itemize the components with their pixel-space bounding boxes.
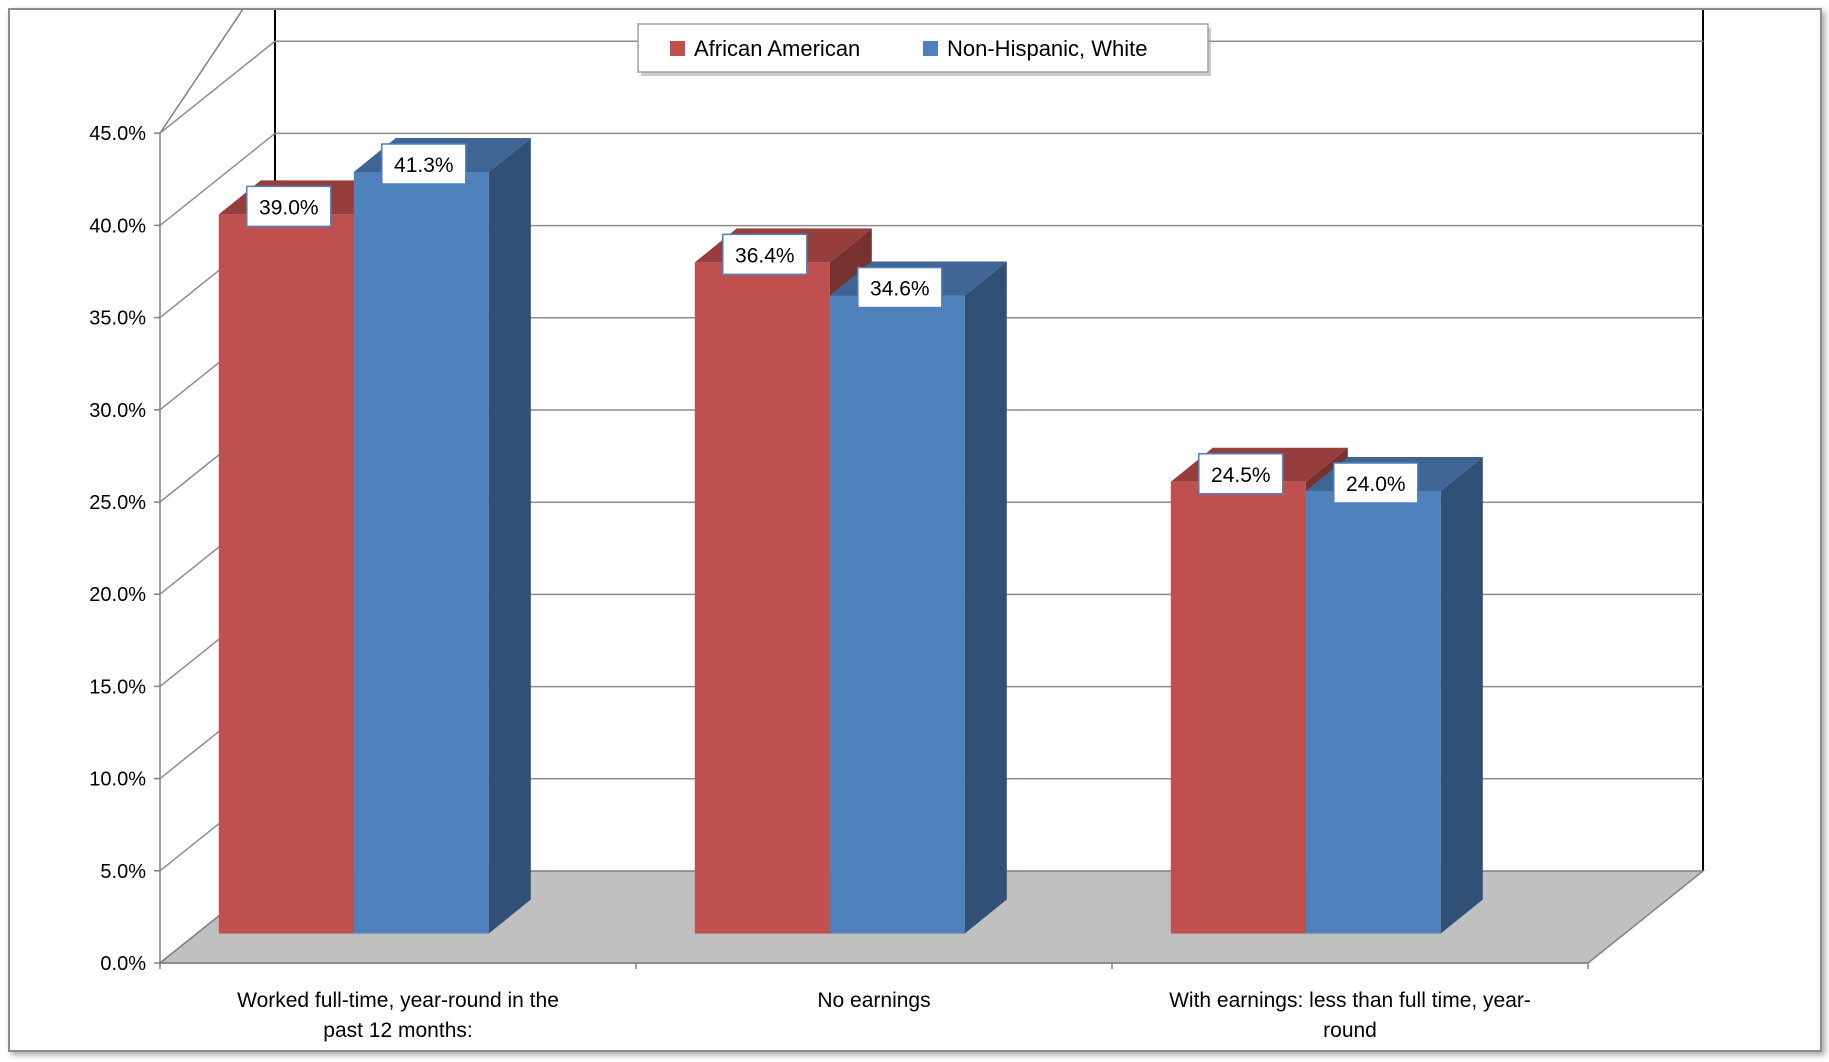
legend-item: African American (670, 36, 860, 61)
y-tick-label: 20.0% (89, 584, 146, 606)
x-category-label: round (1323, 1019, 1377, 1042)
x-category-label: past 12 months: (323, 1019, 472, 1042)
bar (829, 261, 1007, 934)
data-label-box (1198, 453, 1284, 495)
bar-front (829, 295, 965, 934)
x-category-label: Worked full-time, year-round in the (237, 989, 559, 1012)
legend-label: Non-Hispanic, White (947, 36, 1148, 61)
y-tick-label: 15.0% (89, 676, 146, 698)
chart-frame: 0.0% 5.0% 10.0% 15.0% 20.0% 25.0% 30.0% 35.0% 40… (8, 0, 1822, 1052)
data-label-box (857, 266, 943, 309)
data-label-box (1333, 462, 1419, 504)
legend-swatch (670, 41, 685, 56)
y-tick-label: 5.0% (100, 861, 146, 883)
data-labels: 39.0% 41.3% 36.4% 34.6% 24.5% 24.0% (246, 143, 1419, 504)
y-tick-label: 30.0% (89, 400, 146, 422)
data-label-text: 36.4% (735, 244, 795, 267)
y-tick-label: 0.0% (100, 953, 146, 975)
side-wall-top-edge (159, 0, 250, 134)
y-tick-label: 35.0% (89, 308, 146, 330)
bar-chart: 0.0% 5.0% 10.0% 15.0% 20.0% 25.0% 30.0% 35.0% 40… (89, 0, 1706, 1042)
data-label-box (722, 233, 808, 276)
x-category-label: With earnings: less than full time, year… (1169, 989, 1531, 1012)
data-label: 39.0% (246, 185, 332, 228)
data-label: 24.5% (1198, 453, 1284, 495)
y-axis-tick-labels: 0.0% 5.0% 10.0% 15.0% 20.0% 25.0% 30.0% 35.0% 40… (89, 123, 146, 975)
bar-front (694, 262, 830, 934)
data-label-text: 24.0% (1346, 473, 1406, 496)
y-tick-label: 25.0% (89, 492, 146, 514)
x-axis-category-labels: Worked full-time, year-round in the past … (237, 989, 1531, 1042)
data-label: 36.4% (722, 233, 808, 276)
x-category-label: No earnings (817, 989, 930, 1012)
bar (353, 137, 531, 934)
data-label-box (381, 143, 467, 185)
y-tick-label: 40.0% (89, 215, 146, 237)
data-label-text: 24.5% (1211, 464, 1271, 487)
bar (1305, 457, 1483, 934)
legend-box (637, 23, 1211, 76)
data-label-text: 34.6% (870, 278, 930, 301)
legend-item: Non-Hispanic, White (923, 36, 1148, 61)
data-label-text: 39.0% (259, 196, 319, 219)
data-label: 24.0% (1333, 462, 1419, 504)
data-label: 34.6% (857, 266, 943, 309)
side-gridline (159, 40, 276, 134)
legend-label: African American (694, 36, 860, 61)
y-tick-label: 10.0% (89, 769, 146, 791)
bar-side (488, 137, 531, 934)
bar-front (1170, 481, 1306, 934)
data-label-text: 41.3% (394, 154, 454, 177)
side-gridline (159, 132, 276, 226)
bar-front (353, 171, 489, 934)
bar-front (1305, 491, 1441, 934)
legend: African American Non-Hispanic, White (637, 23, 1211, 76)
bar-side (1440, 457, 1483, 934)
bar-front (218, 214, 354, 934)
bar-side (964, 261, 1007, 934)
legend-swatch (923, 41, 938, 56)
bars (218, 137, 1483, 934)
data-label-box (246, 185, 332, 228)
data-label: 41.3% (381, 143, 467, 185)
y-tick-label: 45.0% (89, 123, 146, 145)
